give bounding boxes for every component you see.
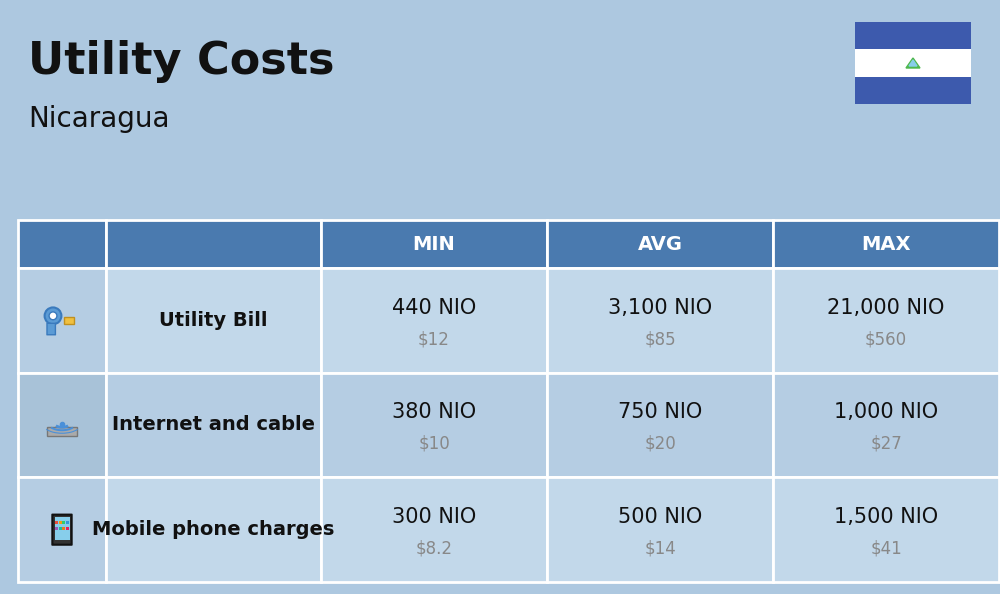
Text: Utility Costs: Utility Costs: [28, 40, 334, 83]
Bar: [321, 220, 547, 268]
Text: 380 NIO: 380 NIO: [392, 403, 476, 422]
Bar: [64, 317, 74, 324]
Bar: [47, 426, 77, 435]
Bar: [59, 527, 62, 530]
FancyBboxPatch shape: [52, 514, 72, 545]
Text: 3,100 NIO: 3,100 NIO: [608, 298, 712, 318]
Circle shape: [45, 308, 61, 324]
Bar: [62, 527, 65, 530]
Text: $41: $41: [870, 539, 902, 558]
Bar: [55, 527, 58, 530]
Bar: [54, 517, 70, 539]
Bar: [18, 220, 106, 268]
Bar: [106, 268, 321, 372]
Bar: [18, 268, 106, 372]
Bar: [18, 372, 106, 478]
Text: $14: $14: [644, 539, 676, 558]
Bar: [547, 372, 773, 478]
Bar: [773, 478, 999, 582]
Bar: [773, 220, 999, 268]
Text: 440 NIO: 440 NIO: [392, 298, 476, 318]
Bar: [18, 478, 106, 582]
Text: 1,500 NIO: 1,500 NIO: [834, 507, 938, 527]
Bar: [55, 521, 58, 525]
Text: $12: $12: [418, 330, 450, 348]
Bar: [321, 268, 547, 372]
Text: 300 NIO: 300 NIO: [392, 507, 476, 527]
Text: AVG: AVG: [638, 235, 682, 254]
Bar: [321, 478, 547, 582]
Text: Utility Bill: Utility Bill: [159, 311, 268, 330]
Bar: [59, 521, 62, 525]
Text: 500 NIO: 500 NIO: [618, 507, 702, 527]
Bar: [773, 372, 999, 478]
FancyBboxPatch shape: [47, 323, 55, 335]
Circle shape: [49, 312, 57, 320]
Bar: [855, 77, 971, 104]
Text: 21,000 NIO: 21,000 NIO: [827, 298, 945, 318]
Text: Mobile phone charges: Mobile phone charges: [92, 520, 335, 539]
Text: $27: $27: [870, 435, 902, 453]
Bar: [855, 49, 971, 77]
Bar: [66, 527, 69, 530]
Bar: [321, 372, 547, 478]
Text: MIN: MIN: [413, 235, 455, 254]
Bar: [106, 372, 321, 478]
Text: $560: $560: [865, 330, 907, 348]
Bar: [547, 220, 773, 268]
Bar: [547, 268, 773, 372]
Text: $20: $20: [644, 435, 676, 453]
Bar: [66, 521, 69, 525]
Polygon shape: [909, 60, 917, 66]
Text: 750 NIO: 750 NIO: [618, 403, 702, 422]
Bar: [773, 268, 999, 372]
Text: 1,000 NIO: 1,000 NIO: [834, 403, 938, 422]
Text: $10: $10: [418, 435, 450, 453]
Bar: [106, 220, 321, 268]
Polygon shape: [906, 58, 920, 68]
Bar: [855, 22, 971, 49]
Text: $85: $85: [644, 330, 676, 348]
Bar: [547, 478, 773, 582]
Text: $8.2: $8.2: [416, 539, 452, 558]
Text: MAX: MAX: [861, 235, 911, 254]
Text: Internet and cable: Internet and cable: [112, 415, 315, 434]
Bar: [62, 521, 65, 525]
Text: Nicaragua: Nicaragua: [28, 105, 170, 133]
Bar: [106, 478, 321, 582]
